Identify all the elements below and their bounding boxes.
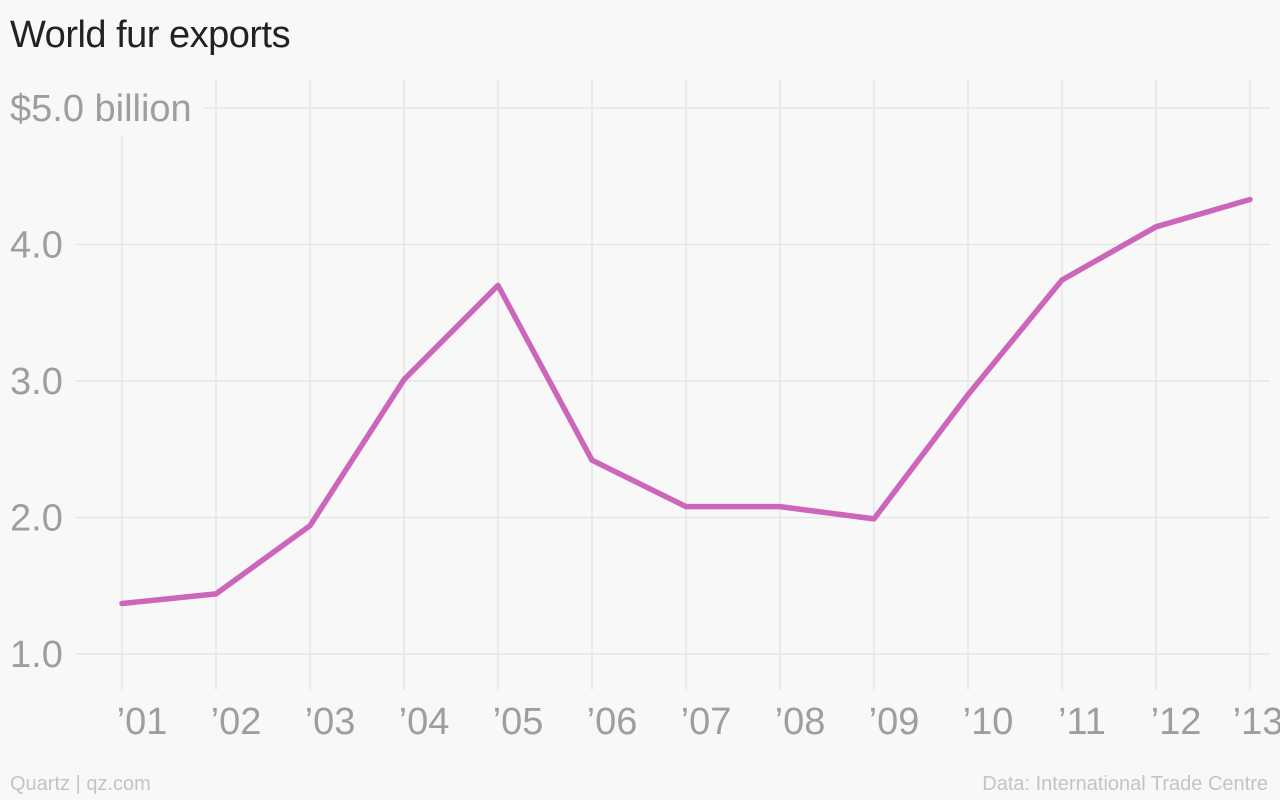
data-point	[119, 600, 125, 606]
y-tick-label: 2.0	[10, 498, 63, 540]
x-tick-label: ’01	[117, 701, 168, 743]
data-point	[871, 516, 877, 522]
x-tick-label: ’11	[1058, 701, 1106, 743]
grid-lines	[75, 80, 1270, 690]
data-point	[1247, 196, 1253, 202]
data-point	[307, 523, 313, 529]
x-tick-label: ’10	[963, 701, 1014, 743]
x-tick-label: ’08	[775, 701, 826, 743]
x-tick-label: ’13	[1233, 701, 1280, 743]
source-credit: Quartz | qz.com	[10, 773, 151, 795]
data-point	[777, 504, 783, 510]
x-axis-labels: ’01 ’02 ’03 ’04 ’05 ’06 ’07 ’08 ’09 ’10 ’11 ’12 ’13	[117, 701, 1280, 743]
x-tick-label: ’07	[681, 701, 732, 743]
data-point	[213, 591, 219, 597]
data-source: Data: International Trade Centre	[982, 773, 1268, 795]
data-point	[401, 377, 407, 383]
data-point	[495, 282, 501, 288]
y-tick-label: $5.0 billion	[10, 88, 192, 130]
y-tick-label: 3.0	[10, 361, 63, 403]
x-tick-label: ’04	[399, 701, 450, 743]
x-tick-label: ’05	[493, 701, 544, 743]
data-point	[965, 392, 971, 398]
data-point	[1059, 277, 1065, 283]
x-tick-label: ’06	[587, 701, 638, 743]
chart-title: World fur exports	[10, 14, 291, 56]
x-tick-label: ’03	[305, 701, 356, 743]
data-point	[683, 504, 689, 510]
x-tick-label: ’12	[1151, 701, 1202, 743]
y-tick-label: 4.0	[10, 225, 63, 267]
data-points	[119, 196, 1253, 606]
data-point	[1153, 224, 1159, 230]
x-tick-label: ’02	[211, 701, 262, 743]
y-tick-label: 1.0	[10, 634, 63, 676]
data-point	[589, 457, 595, 463]
y-axis-labels: 1.0 2.0 3.0 4.0 $5.0 billion	[10, 88, 192, 676]
x-tick-label: ’09	[869, 701, 920, 743]
